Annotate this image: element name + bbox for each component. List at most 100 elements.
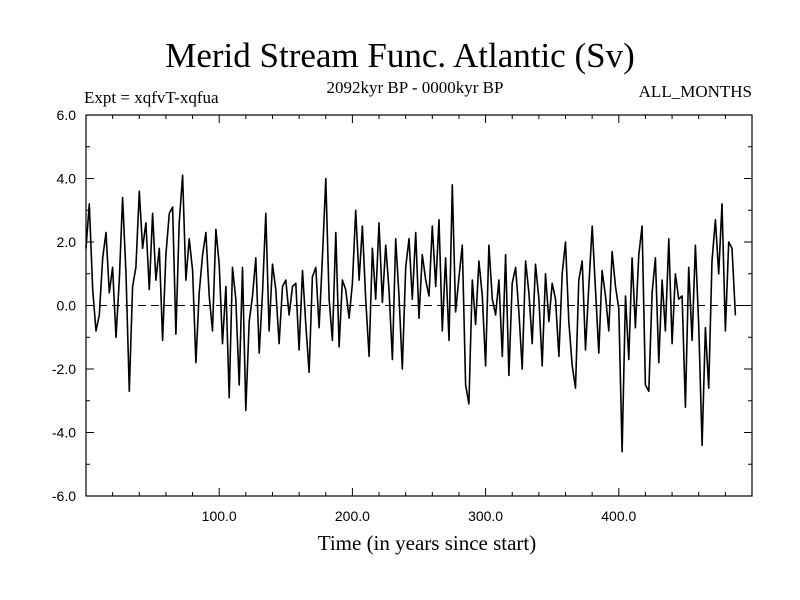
data-point — [178, 222, 180, 224]
data-point — [554, 298, 557, 300]
data-point — [521, 368, 523, 370]
data-point — [485, 365, 487, 367]
data-point — [278, 343, 280, 345]
data-point — [571, 365, 573, 367]
y-tick-label: 6.0 — [57, 107, 77, 123]
x-axis-label: Time (in years since start) — [318, 531, 537, 555]
data-point — [325, 177, 327, 180]
data-point — [628, 358, 630, 361]
data-point — [168, 212, 170, 214]
data-point — [205, 231, 207, 234]
data-point — [578, 279, 580, 281]
data-point — [448, 339, 450, 341]
data-point — [258, 352, 260, 354]
data-point — [211, 330, 214, 332]
data-point — [128, 390, 130, 392]
data-point — [425, 279, 427, 281]
months-label: ALL_MONTHS — [638, 82, 752, 101]
data-point — [495, 314, 497, 316]
data-point — [631, 257, 633, 259]
data-point — [398, 295, 400, 297]
data-point — [248, 320, 250, 322]
y-tick-label: 4.0 — [57, 171, 77, 187]
data-point — [678, 298, 680, 300]
data-point — [338, 346, 340, 348]
data-point — [281, 285, 284, 288]
data-point — [644, 384, 647, 386]
data-point — [621, 451, 623, 453]
data-point — [481, 295, 483, 297]
data-point — [375, 298, 377, 300]
data-point — [525, 260, 527, 262]
y-tick-label: 2.0 — [57, 234, 77, 250]
data-point — [511, 282, 513, 284]
data-point — [624, 295, 627, 297]
data-point — [561, 273, 563, 275]
data-point — [591, 225, 593, 227]
data-point — [345, 289, 347, 291]
y-tick-label: -2.0 — [52, 361, 76, 377]
data-point — [311, 276, 313, 278]
data-point — [125, 273, 127, 275]
data-point — [691, 339, 693, 341]
data-point — [275, 289, 277, 291]
data-point — [668, 238, 670, 240]
data-point — [291, 285, 294, 288]
data-point — [411, 298, 413, 300]
data-point — [108, 292, 110, 294]
x-tick-label: 400.0 — [601, 508, 636, 524]
data-point — [415, 231, 417, 234]
data-point — [328, 298, 330, 300]
data-point — [515, 266, 517, 268]
y-tick-label: -6.0 — [52, 488, 76, 504]
data-point — [221, 343, 224, 345]
data-point — [518, 311, 520, 313]
data-point — [215, 228, 217, 230]
data-point — [544, 273, 547, 275]
data-point — [175, 333, 177, 335]
data-point — [118, 279, 120, 281]
data-point — [255, 257, 257, 259]
data-point — [734, 314, 737, 316]
data-point — [618, 308, 620, 310]
data-point — [162, 339, 164, 341]
data-point — [371, 247, 373, 249]
data-point — [112, 266, 114, 268]
time-range-label: 2092kyr BP - 0000kyr BP — [326, 78, 504, 97]
data-point — [231, 266, 234, 268]
data-point — [122, 197, 124, 199]
data-point — [152, 212, 154, 214]
data-point — [135, 266, 137, 268]
data-point — [405, 266, 407, 268]
data-point — [681, 295, 683, 297]
data-point — [355, 209, 357, 211]
data-point — [265, 212, 267, 214]
data-point — [531, 343, 533, 345]
data-point — [614, 285, 617, 288]
data-point — [202, 254, 204, 256]
data-point — [458, 276, 460, 278]
data-point — [288, 314, 290, 316]
data-point — [418, 317, 420, 319]
data-point — [491, 298, 493, 300]
x-tick-label: 300.0 — [468, 508, 503, 524]
data-point — [148, 289, 150, 291]
data-point — [538, 298, 540, 300]
data-point — [218, 263, 220, 265]
data-point — [92, 289, 94, 291]
data-point — [468, 403, 470, 405]
data-point — [245, 409, 247, 411]
data-point — [498, 279, 500, 281]
data-point — [145, 222, 147, 224]
data-point — [261, 292, 264, 294]
data-point — [588, 285, 590, 288]
data-point — [688, 266, 690, 268]
data-point — [421, 254, 423, 256]
data-point — [335, 231, 337, 234]
data-point — [564, 241, 567, 243]
data-point — [401, 368, 403, 370]
data-point — [321, 257, 323, 259]
data-point — [295, 282, 297, 284]
data-point — [648, 390, 650, 392]
